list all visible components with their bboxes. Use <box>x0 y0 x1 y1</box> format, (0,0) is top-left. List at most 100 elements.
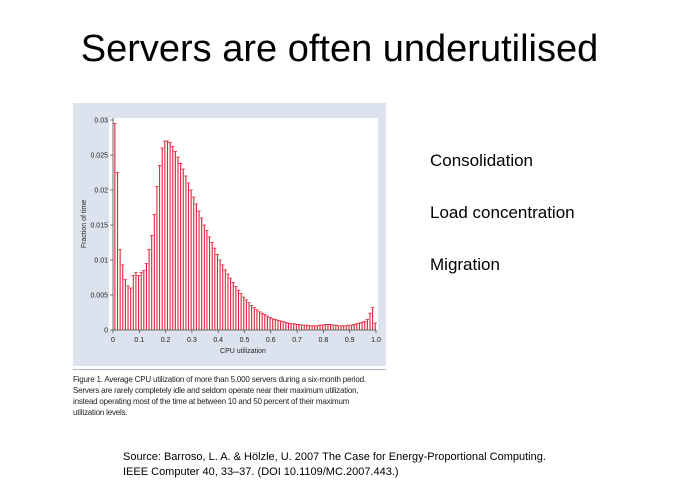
histogram-bar <box>282 321 284 330</box>
histogram-bar <box>198 211 200 330</box>
y-tick-label: 0.01 <box>94 258 108 265</box>
x-tick-label: 0.4 <box>213 337 223 344</box>
histogram-bar <box>143 270 145 330</box>
histogram-bar <box>251 305 253 330</box>
histogram-bar <box>348 325 350 330</box>
histogram-chart: 0 0.1 0.2 0.3 0.4 0.5 0.6 0.7 0.8 0.9 1.0 0 0.005 0.0… <box>81 118 381 356</box>
bars-group <box>113 123 377 330</box>
caption-line: utilization levels. <box>73 408 128 417</box>
histogram-bar <box>122 264 124 330</box>
histogram-bar <box>335 325 337 330</box>
histogram-bar <box>287 323 290 330</box>
histogram-bar <box>132 275 134 330</box>
bullet-list: Consolidation Load concentration Migrati… <box>430 150 575 306</box>
histogram-bar <box>295 324 297 330</box>
histogram-bar <box>298 324 300 330</box>
histogram-bar <box>372 307 374 330</box>
histogram-bar <box>306 325 308 330</box>
x-tick-label: 0.9 <box>345 337 355 344</box>
source-citation: Source: Barroso, L. A. & Hölzle, U. 2007… <box>123 450 546 480</box>
caption-divider <box>73 369 386 370</box>
histogram-bar <box>190 190 192 330</box>
histogram-bar <box>245 299 247 330</box>
histogram-bar <box>364 321 366 330</box>
histogram-bar <box>177 157 179 330</box>
histogram-bar <box>180 163 182 330</box>
histogram-bar <box>361 322 363 330</box>
histogram-bar <box>185 176 187 330</box>
histogram-bar <box>264 314 266 330</box>
histogram-bar <box>248 302 250 330</box>
bullet-migration: Migration <box>430 255 500 274</box>
histogram-bar <box>356 323 358 330</box>
histogram-bar <box>114 123 116 330</box>
histogram-bar <box>209 236 211 330</box>
caption-line: instead operating most of the time at be… <box>73 397 350 406</box>
histogram-bar <box>314 325 316 330</box>
histogram-bar <box>130 288 132 330</box>
x-tick-label: 0.7 <box>292 337 302 344</box>
histogram-bar <box>261 313 263 330</box>
figure-caption: Figure 1. Average CPU utilization of mor… <box>73 374 389 418</box>
histogram-bar <box>329 324 332 330</box>
histogram-bar <box>124 279 126 330</box>
histogram-bar <box>227 274 229 330</box>
histogram-bar <box>301 325 303 330</box>
histogram-bar <box>127 285 129 330</box>
histogram-bar <box>201 218 203 330</box>
histogram-bar <box>258 311 261 330</box>
histogram-bar <box>351 325 353 330</box>
histogram-bar <box>187 183 190 330</box>
bullet-consolidation: Consolidation <box>430 151 534 170</box>
histogram-bar <box>116 172 119 330</box>
source-line: Source: Barroso, L. A. & Hölzle, U. 2007… <box>123 451 546 463</box>
histogram-bar <box>240 293 242 330</box>
histogram-bar <box>135 272 137 330</box>
histogram-bar <box>256 309 258 330</box>
histogram-bar <box>211 242 213 330</box>
histogram-bar <box>172 146 174 330</box>
histogram-bar <box>224 269 226 330</box>
histogram-bar <box>243 297 245 330</box>
histogram-bar <box>369 313 371 330</box>
histogram-bar <box>195 204 197 330</box>
y-tick-label: 0.015 <box>90 223 108 230</box>
histogram-bar <box>345 325 347 330</box>
histogram-bar <box>340 325 342 330</box>
caption-line: Figure 1. Average CPU utilization of mor… <box>73 375 366 384</box>
histogram-bar <box>337 325 339 330</box>
histogram-bar <box>266 316 268 330</box>
slide-title: Servers are often underutilised <box>80 28 599 70</box>
bullet-load-concentration: Load concentration <box>430 203 575 222</box>
histogram-bar <box>311 325 313 330</box>
histogram-bar <box>353 324 355 330</box>
y-axis-label: Fraction of time <box>81 200 88 248</box>
histogram-bar <box>206 230 208 330</box>
histogram-bar <box>164 141 166 330</box>
histogram-bar <box>161 148 163 330</box>
histogram-bar <box>156 186 158 330</box>
histogram-bar <box>219 260 221 330</box>
x-tick-label: 0.5 <box>240 337 250 344</box>
x-tick-label: 0 <box>111 337 115 344</box>
histogram-bar <box>316 325 318 330</box>
source-line: IEEE Computer 40, 33–37. (DOI 10.1109/MC… <box>123 466 399 478</box>
x-tick-label: 0.3 <box>187 337 197 344</box>
histogram-bar <box>237 290 240 330</box>
histogram-bar <box>153 214 155 330</box>
caption-line: Servers are rarely completely idle and s… <box>73 386 359 395</box>
histogram-bar <box>322 325 324 330</box>
histogram-bar <box>119 249 121 330</box>
histogram-bar <box>174 151 176 330</box>
histogram-bar <box>343 325 345 330</box>
histogram-bar <box>166 141 169 330</box>
histogram-bar <box>269 317 271 330</box>
x-tick-label: 0.6 <box>266 337 276 344</box>
histogram-bar <box>138 275 140 330</box>
y-tick-label: 0 <box>104 328 108 335</box>
x-tick-label: 0.1 <box>134 337 144 344</box>
histogram-bar <box>235 286 237 330</box>
histogram-bar <box>151 235 153 330</box>
histogram-bar <box>280 320 282 330</box>
histogram-bar <box>293 323 295 330</box>
